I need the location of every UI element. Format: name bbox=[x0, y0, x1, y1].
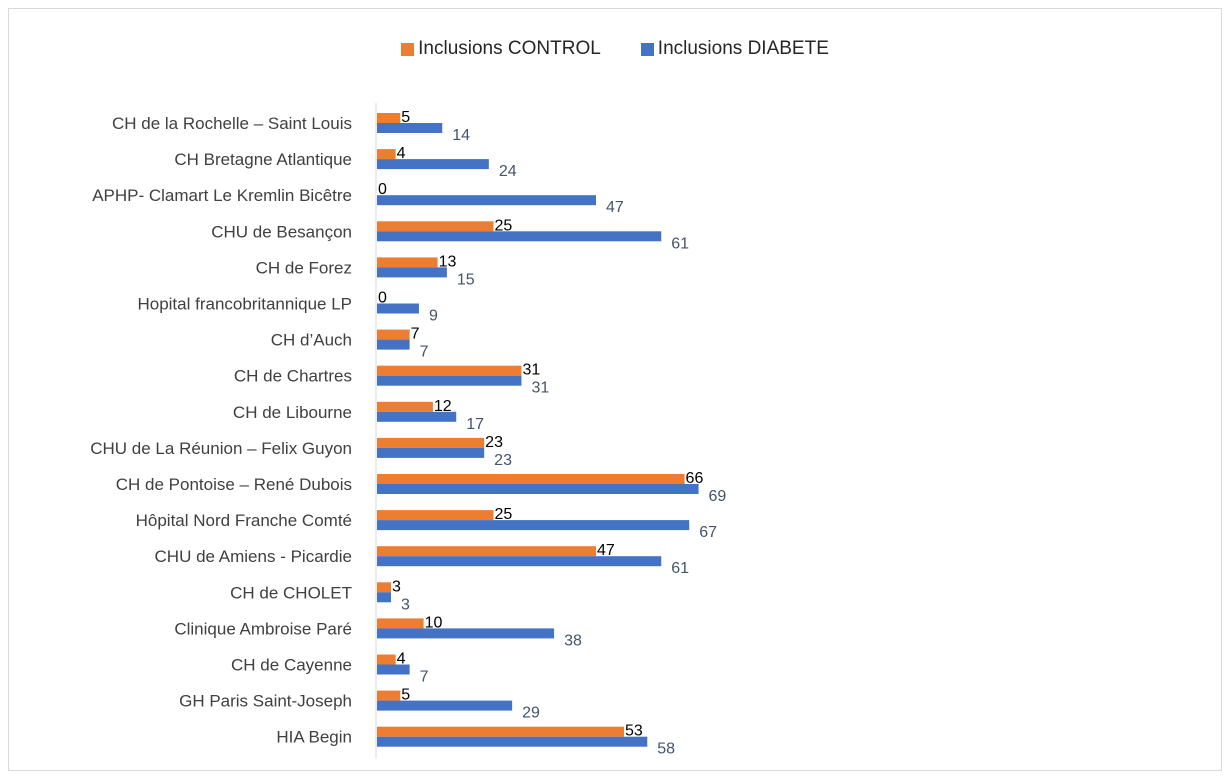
bar-control bbox=[377, 365, 522, 376]
category-label: CH de Forez bbox=[256, 258, 352, 277]
bar-control bbox=[377, 437, 485, 448]
data-label-diabete: 31 bbox=[531, 380, 549, 397]
data-label-control: 4 bbox=[397, 651, 406, 668]
data-label-diabete: 67 bbox=[699, 524, 717, 541]
category-label: APHP- Clamart Le Kremlin Bicêtre bbox=[92, 186, 352, 205]
bar-diabete bbox=[377, 700, 513, 711]
bar-diabete bbox=[377, 484, 699, 494]
bar-diabete bbox=[377, 664, 410, 675]
category-label: GH Paris Saint-Joseph bbox=[179, 692, 352, 711]
category-label: CHU de Besançon bbox=[211, 222, 352, 241]
data-label-diabete: 61 bbox=[671, 560, 689, 577]
data-label-control: 7 bbox=[411, 326, 420, 343]
category-label: Clinique Ambroise Paré bbox=[174, 619, 352, 638]
category-label: Hôpital Nord Franche Comté bbox=[136, 511, 352, 530]
bar-diabete bbox=[377, 123, 443, 133]
data-label-control: 4 bbox=[397, 145, 406, 162]
data-label-control: 31 bbox=[522, 362, 540, 379]
data-label-control: 13 bbox=[439, 253, 457, 270]
data-label-control: 3 bbox=[392, 578, 401, 595]
data-label-control: 0 bbox=[378, 181, 387, 198]
bar-diabete bbox=[377, 556, 662, 567]
bar-diabete bbox=[377, 628, 555, 639]
bar-control bbox=[377, 149, 396, 160]
category-label: HIA Begin bbox=[276, 728, 352, 747]
bar-diabete bbox=[377, 303, 419, 314]
bar-control bbox=[377, 113, 401, 123]
category-label: CH de Cayenne bbox=[231, 656, 352, 675]
data-label-diabete: 15 bbox=[457, 271, 475, 288]
bar-control bbox=[377, 329, 410, 340]
bar-control bbox=[377, 474, 685, 484]
data-label-control: 5 bbox=[401, 109, 410, 126]
bar-diabete bbox=[377, 195, 597, 206]
chart-legend: Inclusions CONTROL Inclusions DIABETE bbox=[0, 38, 1230, 60]
category-label: CH de la Rochelle – Saint Louis bbox=[112, 114, 352, 133]
data-label-control: 10 bbox=[425, 614, 443, 631]
data-label-control: 47 bbox=[597, 542, 615, 559]
bar-diabete bbox=[377, 411, 457, 422]
data-label-control: 5 bbox=[401, 687, 410, 704]
chart-frame bbox=[8, 8, 1222, 771]
legend-swatch-control bbox=[401, 42, 415, 56]
data-label-control: 53 bbox=[625, 723, 643, 740]
data-label-diabete: 23 bbox=[494, 452, 512, 469]
bar-diabete bbox=[377, 231, 662, 242]
legend-label-control: Inclusions CONTROL bbox=[418, 38, 601, 59]
data-label-diabete: 17 bbox=[466, 416, 484, 433]
data-label-control: 25 bbox=[495, 217, 513, 234]
data-label-diabete: 14 bbox=[452, 127, 470, 144]
category-label: CHU de La Réunion – Felix Guyon bbox=[90, 439, 352, 458]
bar-diabete bbox=[377, 736, 648, 747]
legend-item-control: Inclusions CONTROL bbox=[401, 38, 601, 60]
data-label-control: 12 bbox=[434, 398, 452, 415]
category-label: CH de CHOLET bbox=[230, 583, 352, 602]
data-label-diabete: 29 bbox=[522, 705, 540, 722]
category-label: CH de Libourne bbox=[233, 403, 352, 422]
category-label: CH de Pontoise – René Dubois bbox=[116, 475, 352, 494]
legend-item-diabete: Inclusions DIABETE bbox=[640, 38, 829, 60]
data-label-diabete: 3 bbox=[401, 596, 410, 613]
bar-diabete bbox=[377, 339, 410, 350]
data-label-control: 0 bbox=[378, 290, 387, 307]
data-label-control: 66 bbox=[686, 470, 704, 487]
bar-control bbox=[377, 401, 433, 412]
category-label: CH Bretagne Atlantique bbox=[174, 150, 352, 169]
bar-diabete bbox=[377, 267, 447, 278]
bar-diabete bbox=[377, 375, 522, 386]
data-label-diabete: 61 bbox=[671, 235, 689, 252]
data-label-diabete: 9 bbox=[429, 308, 438, 325]
data-label-diabete: 47 bbox=[606, 199, 624, 216]
bar-control bbox=[377, 690, 401, 701]
bar-diabete bbox=[377, 520, 690, 531]
category-label: CHU de Amiens - Picardie bbox=[155, 547, 352, 566]
bar-control bbox=[377, 510, 494, 521]
bar-control bbox=[377, 654, 396, 665]
data-label-control: 25 bbox=[495, 506, 513, 523]
bar-control bbox=[377, 221, 494, 232]
bar-diabete bbox=[377, 592, 391, 603]
bar-diabete bbox=[377, 159, 489, 170]
data-label-diabete: 7 bbox=[420, 669, 429, 686]
legend-label-diabete: Inclusions DIABETE bbox=[657, 38, 829, 59]
bar-control bbox=[377, 726, 624, 737]
data-label-diabete: 58 bbox=[657, 741, 675, 758]
category-label: Hopital francobritannique LP bbox=[137, 295, 352, 314]
bar-control bbox=[377, 582, 391, 593]
data-label-diabete: 69 bbox=[709, 488, 727, 505]
data-label-diabete: 7 bbox=[420, 344, 429, 361]
data-label-diabete: 24 bbox=[499, 163, 517, 180]
data-label-control: 23 bbox=[485, 434, 503, 451]
legend-swatch-diabete bbox=[640, 42, 654, 56]
bar-control bbox=[377, 546, 597, 557]
category-label: CH d’Auch bbox=[271, 331, 352, 350]
category-label: CH de Chartres bbox=[234, 367, 352, 386]
bar-diabete bbox=[377, 447, 485, 458]
bar-control bbox=[377, 257, 438, 268]
bar-control bbox=[377, 618, 424, 629]
data-label-diabete: 38 bbox=[564, 632, 582, 649]
